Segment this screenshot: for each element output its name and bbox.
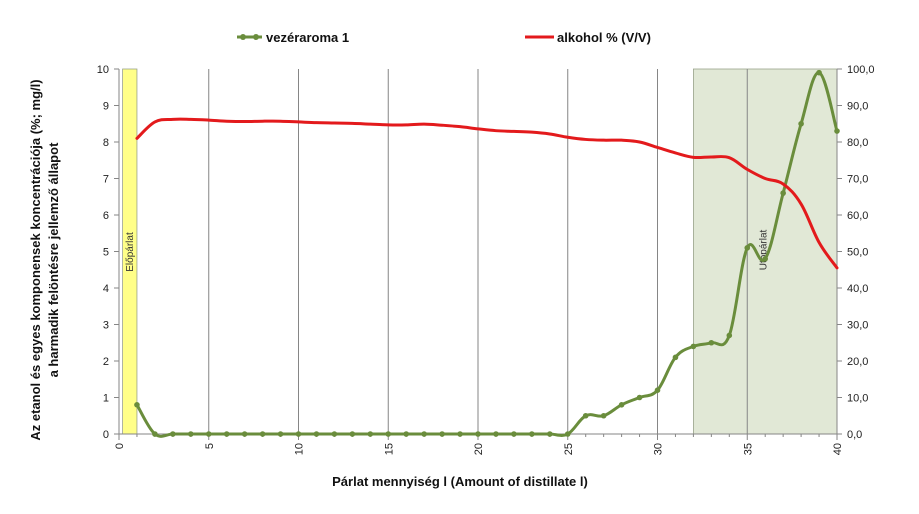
data-point-vezeraroma [277,431,284,437]
data-point-vezeraroma [170,431,176,437]
data-point-vezeraroma [511,431,517,437]
x-tick-label: 0 [114,443,126,449]
data-point-vezeraroma [205,431,212,437]
data-point-vezeraroma [349,431,356,437]
legend: vezéraroma 1 alkohol % (V/V) [237,30,651,45]
y-left-tick-label: 3 [103,320,109,332]
data-point-vezeraroma [241,431,248,437]
data-point-vezeraroma [744,245,751,251]
x-tick-label: 5 [204,443,216,449]
legend-item-vezeraroma: vezéraroma 1 [237,30,349,45]
data-point-vezeraroma [331,431,338,437]
y-left-tick-label: 4 [103,283,109,295]
data-point-vezeraroma [385,431,392,437]
elo-parlat-label: Előpárlat [125,232,136,272]
y-right-tick-label: 70,0 [847,174,868,186]
y-right-tick-label: 10,0 [847,393,868,405]
legend-item-alkohol: alkohol % (V/V) [525,30,651,45]
y-left-tick-label: 0 [103,429,109,441]
y-left-tick-label: 6 [103,210,109,222]
y-left-tick-label: 2 [103,356,109,368]
data-point-vezeraroma [493,431,499,437]
data-point-vezeraroma [367,431,374,437]
y-right-tick-label: 40,0 [847,283,868,295]
data-point-vezeraroma [547,431,553,437]
y-right-tick-label: 90,0 [847,101,868,113]
x-tick-label: 35 [742,443,754,455]
data-point-vezeraroma [134,402,140,408]
data-point-vezeraroma [798,120,804,127]
tick-labels: 0 5 10 15 20 25 30 35 400123456789100,010,020,03… [97,64,875,455]
data-series [134,69,840,438]
data-point-vezeraroma [672,354,679,361]
y-axis-title-line-1: Az etanol és egyes komponensek koncentrá… [28,79,43,440]
y-left-tick-label: 1 [103,393,109,405]
y-left-tick-label: 7 [103,174,109,186]
data-point-vezeraroma [475,431,481,437]
data-point-vezeraroma [564,431,571,437]
data-point-vezeraroma [403,431,410,437]
data-point-vezeraroma [780,190,786,196]
data-point-vezeraroma [295,431,302,437]
data-point-vezeraroma [762,255,768,262]
data-point-vezeraroma [223,431,230,437]
y-right-tick-label: 20,0 [847,356,868,368]
series-line-alkohol [135,117,839,270]
data-point-vezeraroma [618,402,625,408]
data-point-vezeraroma [582,412,589,419]
data-point-vezeraroma [259,431,266,437]
region-labels: Előpárlat Utópárlat [125,229,770,271]
x-tick-label: 40 [832,443,844,455]
data-point-vezeraroma [457,431,463,437]
legend-marker-vezeraroma [253,34,259,40]
y-left-tick-label: 5 [103,247,109,259]
data-point-vezeraroma [529,431,535,437]
legend-marker-vezeraroma [240,34,246,40]
data-point-vezeraroma [188,431,194,437]
data-point-vezeraroma [439,431,445,437]
data-point-vezeraroma [152,431,158,437]
data-point-vezeraroma [708,339,715,346]
y-left-tick-label: 9 [103,101,109,113]
uto-parlat-region [693,68,838,435]
x-tick-label: 25 [563,443,575,455]
y-right-tick-label: 50,0 [847,247,868,259]
x-tick-label: 10 [294,443,306,455]
data-point-vezeraroma [654,387,661,394]
data-point-vezeraroma [690,343,697,350]
data-point-vezeraroma [834,128,840,134]
legend-label-alkohol: alkohol % (V/V) [557,30,651,45]
data-point-vezeraroma [421,431,427,437]
y-right-tick-label: 0,0 [847,429,862,441]
x-tick-label: 30 [653,443,665,455]
y-right-tick-label: 60,0 [847,210,868,222]
data-point-vezeraroma [313,431,320,437]
y-left-tick-label: 8 [103,137,109,149]
y-right-tick-label: 100,0 [847,64,875,76]
x-tick-label: 15 [383,443,395,455]
y-right-tick-label: 30,0 [847,320,868,332]
y-axis-title-line-2: a harmadik felöntésre jellemző állapot [46,142,61,377]
data-point-vezeraroma [636,394,643,401]
data-point-vezeraroma [816,69,822,76]
y-right-tick-label: 80,0 [847,137,868,149]
legend-label-vezeraroma: vezéraroma 1 [266,30,349,45]
y-left-tick-label: 10 [97,64,109,76]
x-tick-label: 20 [473,443,485,455]
shaded-regions [122,68,838,435]
data-point-vezeraroma [600,412,607,419]
uto-parlat-label: Utópárlat [758,229,769,270]
data-point-vezeraroma [726,332,733,339]
x-axis-title: Párlat mennyiség l (Amount of distillate… [332,474,588,489]
